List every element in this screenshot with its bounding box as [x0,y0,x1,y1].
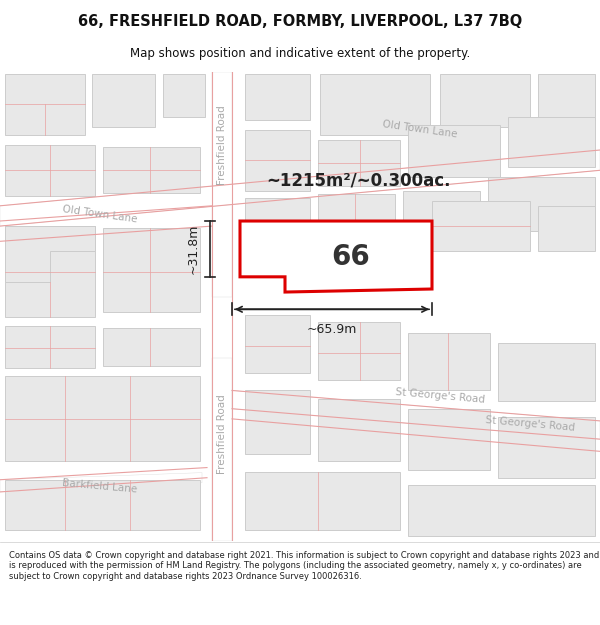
Polygon shape [538,74,595,119]
Text: ~31.8m: ~31.8m [187,224,200,274]
Polygon shape [403,191,480,240]
Polygon shape [0,472,202,492]
Polygon shape [5,376,200,461]
Text: ~65.9m: ~65.9m [307,324,357,336]
Polygon shape [245,391,310,454]
Polygon shape [245,74,310,119]
Polygon shape [538,206,595,251]
Polygon shape [5,145,95,196]
Polygon shape [245,198,310,251]
Text: Freshfield Road: Freshfield Road [217,105,227,185]
Text: St George's Road: St George's Road [395,387,485,404]
Polygon shape [318,399,400,461]
Text: ~1215m²/~0.300ac.: ~1215m²/~0.300ac. [266,171,450,189]
Polygon shape [5,326,95,368]
Polygon shape [498,417,595,478]
Polygon shape [440,74,530,127]
Polygon shape [103,147,200,192]
Polygon shape [432,201,530,251]
Polygon shape [212,358,232,541]
Polygon shape [245,472,400,531]
Polygon shape [103,328,200,366]
Polygon shape [92,74,155,127]
Text: Barkfield Lane: Barkfield Lane [62,478,138,494]
Polygon shape [408,409,490,469]
Text: Freshfield Road: Freshfield Road [217,394,227,474]
Text: 66, FRESHFIELD ROAD, FORMBY, LIVERPOOL, L37 7BQ: 66, FRESHFIELD ROAD, FORMBY, LIVERPOOL, … [78,14,522,29]
Polygon shape [0,150,600,226]
Polygon shape [318,194,395,246]
Polygon shape [408,332,490,391]
Polygon shape [498,342,595,401]
Text: 66: 66 [332,242,370,271]
Text: Map shows position and indicative extent of the property.: Map shows position and indicative extent… [130,48,470,61]
Polygon shape [245,316,310,373]
Polygon shape [212,72,232,297]
Text: Old Town Lane: Old Town Lane [382,119,458,140]
Polygon shape [232,391,600,439]
Polygon shape [5,226,95,282]
Polygon shape [103,228,200,312]
Polygon shape [245,130,310,191]
Polygon shape [5,226,95,318]
Polygon shape [163,74,205,116]
Polygon shape [5,480,200,531]
Text: Old Town Lane: Old Town Lane [62,204,138,224]
Text: Contains OS data © Crown copyright and database right 2021. This information is : Contains OS data © Crown copyright and d… [9,551,599,581]
Polygon shape [320,74,430,135]
Polygon shape [318,140,400,186]
Polygon shape [508,116,595,168]
Polygon shape [318,322,400,381]
Polygon shape [408,485,595,536]
Polygon shape [5,74,85,135]
Polygon shape [408,124,500,177]
Text: St George's Road: St George's Road [485,415,575,433]
Polygon shape [488,177,595,231]
Polygon shape [240,221,432,292]
